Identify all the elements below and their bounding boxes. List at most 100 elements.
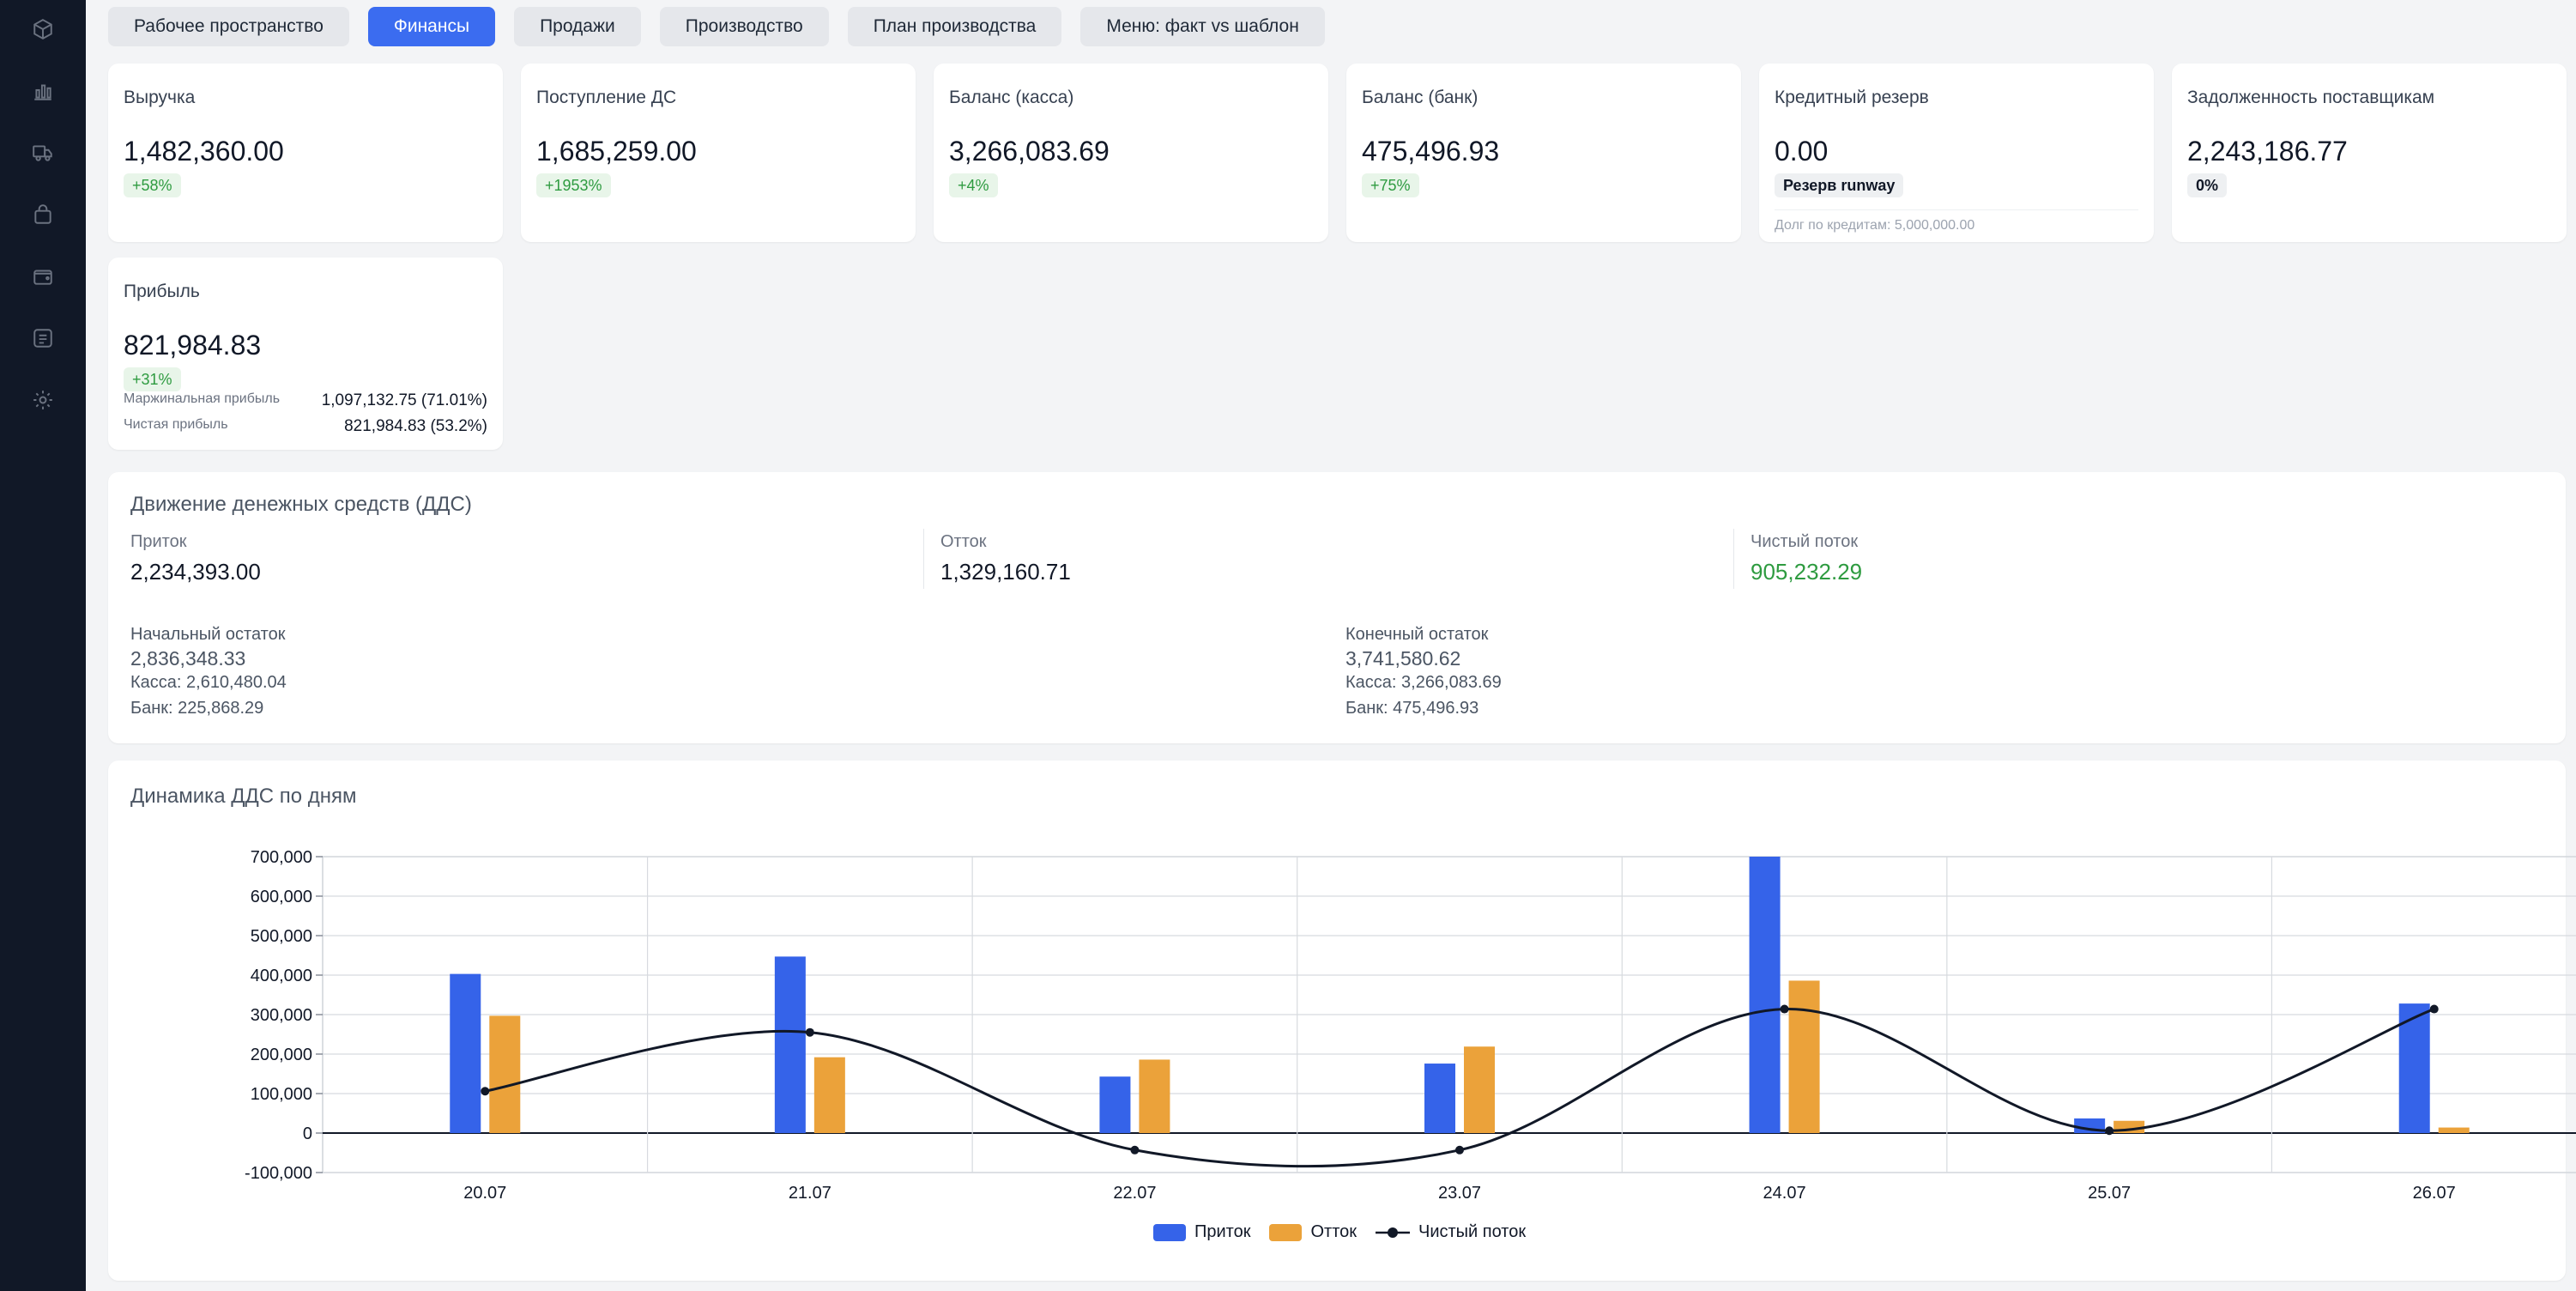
inflow-bar (1424, 1064, 1455, 1133)
y-tick-label: 200,000 (251, 1046, 312, 1064)
tab-workspace[interactable]: Рабочее пространство (108, 7, 349, 46)
inflow-bar (774, 956, 806, 1133)
x-tick-label: 22.07 (1113, 1184, 1156, 1202)
legend-inflow[interactable]: Приток (1153, 1222, 1250, 1242)
outflow-bar (489, 1015, 521, 1133)
wallet-icon[interactable] (26, 259, 60, 294)
kpi-title: Баланс (банк) (1362, 88, 1478, 107)
net-flow-swatch (1376, 1227, 1411, 1238)
inflow-swatch (1153, 1223, 1186, 1241)
outflow-bar (813, 1057, 845, 1133)
truck-icon[interactable] (26, 136, 60, 170)
outflow-bar (1788, 980, 1820, 1133)
inflow-bar (1099, 1076, 1131, 1133)
y-tick-label: 100,000 (251, 1085, 312, 1104)
kpi-credit-reserve-card: Кредитный резерв 0.00 Резерв runway Долг… (1759, 64, 2154, 242)
shopping-bag-icon[interactable] (26, 197, 60, 232)
kpi-value: 821,984.83 (124, 330, 262, 361)
chart-title: Динамика ДДС по дням (130, 785, 357, 808)
tab-production-plan[interactable]: План производства (847, 7, 1062, 46)
net-flow-point (1130, 1145, 1140, 1155)
kpi-title: Выручка (124, 88, 196, 107)
x-tick-label: 21.07 (789, 1184, 831, 1202)
kpi-payables-card: Задолженность поставщикам 2,243,186.77 0… (2172, 64, 2567, 242)
opening-bank: Банк: 225,868.29 (130, 699, 264, 718)
sidebar (0, 0, 86, 1291)
net-flow-point (805, 1027, 814, 1037)
legend-net-flow-label: Чистый поток (1418, 1222, 1527, 1241)
net-flow-point (1780, 1004, 1789, 1014)
main-area: Рабочее пространство Финансы Продажи Про… (86, 0, 2576, 1291)
inflow-bar (1749, 857, 1781, 1133)
tab-finance[interactable]: Финансы (367, 7, 496, 46)
legend-outflow[interactable]: Отток (1269, 1222, 1357, 1242)
net-flow-value: 905,232.29 (1751, 559, 1863, 585)
divider (1775, 209, 2138, 210)
change-badge: +1953% (536, 173, 611, 197)
opening-balance-value: 2,836,348.33 (130, 647, 246, 670)
net-flow-point (2429, 1004, 2439, 1014)
outflow-bar (1464, 1046, 1495, 1133)
box-icon[interactable] (26, 12, 60, 46)
kpi-bank-balance-card: Баланс (банк) 475,496.93 +75% (1346, 64, 1741, 242)
closing-balance-value: 3,741,580.62 (1345, 647, 1461, 670)
closing-balance-label: Конечный остаток (1345, 625, 1489, 644)
margin-profit-label: Маржинальная прибыль (124, 391, 281, 406)
kpi-cash-balance-card: Баланс (касса) 3,266,083.69 +4% (934, 64, 1328, 242)
list-icon[interactable] (26, 321, 60, 355)
legend-outflow-label: Отток (1310, 1222, 1358, 1241)
change-badge: 0% (2187, 173, 2228, 197)
y-tick-label: 0 (303, 1124, 312, 1143)
x-tick-label: 20.07 (463, 1184, 506, 1202)
tab-bar: Рабочее пространство Финансы Продажи Про… (108, 7, 1325, 46)
kpi-title: Прибыль (124, 282, 200, 301)
outflow-swatch (1269, 1223, 1303, 1241)
closing-balance: Конечный остаток 3,741,580.62 Касса: 3,2… (1345, 621, 1502, 721)
closing-bank: Банк: 475,496.93 (1345, 699, 1479, 718)
tab-production[interactable]: Производство (659, 7, 829, 46)
kpi-value: 2,243,186.77 (2187, 136, 2348, 167)
outflow-bar (2438, 1127, 2470, 1133)
y-tick-label: 600,000 (251, 888, 312, 906)
kpi-value: 3,266,083.69 (949, 136, 1110, 167)
kpi-value: 475,496.93 (1362, 136, 1500, 167)
y-tick-label: 700,000 (251, 848, 312, 867)
cashflow-title: Движение денежных средств (ДДС) (130, 493, 472, 516)
outflow-bar (1139, 1059, 1170, 1133)
opening-cash: Касса: 2,610,480.04 (130, 673, 287, 692)
opening-balance: Начальный остаток 2,836,348.33 Касса: 2,… (130, 621, 287, 721)
kpi-value: 0.00 (1775, 136, 1829, 167)
y-tick-label: 500,000 (251, 927, 312, 946)
chart-legend: Приток Отток Чистый поток (1153, 1222, 1534, 1242)
kpi-value: 1,482,360.00 (124, 136, 284, 167)
kpi-revenue-card: Выручка 1,482,360.00 +58% (108, 64, 503, 242)
y-tick-label: 400,000 (251, 967, 312, 985)
y-tick-label: -100,000 (245, 1164, 312, 1183)
x-tick-label: 24.07 (1763, 1184, 1806, 1202)
net-flow-point (481, 1087, 490, 1096)
opening-balance-label: Начальный остаток (130, 625, 286, 644)
cashflow-card: Движение денежных средств (ДДС) Приток 2… (108, 472, 2566, 743)
net-profit-label: Чистая прибыль (124, 417, 228, 432)
x-tick-label: 26.07 (2413, 1184, 2456, 1202)
outflow-value: 1,329,160.71 (940, 559, 1071, 585)
kpi-profit-card: Прибыль 821,984.83 +31% Маржинальная при… (108, 258, 503, 450)
legend-net-flow[interactable]: Чистый поток (1376, 1222, 1526, 1242)
kpi-title: Поступление ДС (536, 88, 677, 107)
change-badge: +31% (124, 367, 181, 391)
tab-menu-fact-vs-template[interactable]: Меню: факт vs шаблон (1080, 7, 1325, 46)
outflow-stat: Отток 1,329,160.71 (940, 532, 1071, 585)
kpi-title: Задолженность поставщикам (2187, 88, 2435, 107)
kpi-title: Кредитный резерв (1775, 88, 1929, 107)
runway-badge: Резерв runway (1775, 173, 1904, 197)
bar-chart-icon[interactable] (26, 74, 60, 108)
net-profit-row: Чистая прибыль 821,984.83 (53.2%) (124, 417, 487, 436)
kpi-receipts-card: Поступление ДС 1,685,259.00 +1953% (521, 64, 916, 242)
loan-debt-note: Долг по кредитам: 5,000,000.00 (1775, 218, 1975, 233)
inflow-value: 2,234,393.00 (130, 559, 261, 585)
tab-sales[interactable]: Продажи (514, 7, 641, 46)
gear-icon[interactable] (26, 383, 60, 417)
kpi-title: Баланс (касса) (949, 88, 1074, 107)
divider (1733, 529, 1734, 589)
margin-profit-value: 1,097,132.75 (71.01%) (321, 391, 487, 409)
